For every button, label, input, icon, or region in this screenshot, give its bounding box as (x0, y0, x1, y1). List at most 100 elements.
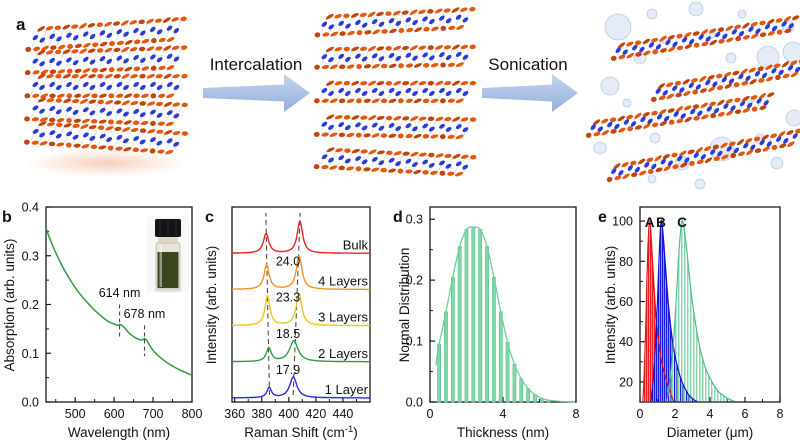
atom-orange (113, 47, 121, 53)
atom-orange (405, 63, 414, 68)
y-axis-title: Normal Distribution (397, 248, 412, 363)
atom-orange (73, 118, 82, 123)
atom-blue (395, 91, 402, 96)
atom-orange (116, 93, 124, 98)
atom-blue (123, 85, 129, 90)
atom-blue (55, 109, 62, 115)
atom-orange (351, 46, 360, 52)
atom-orange (703, 146, 712, 152)
atom-orange (718, 38, 725, 44)
atom-orange (675, 92, 682, 98)
atom-blue (411, 162, 418, 167)
atom-blue (116, 82, 123, 87)
atom-orange (158, 93, 166, 98)
atom-blue (428, 162, 435, 168)
atom-orange (440, 98, 446, 104)
atom-orange (313, 164, 320, 170)
atom-orange (699, 75, 707, 82)
atom-blue (149, 26, 156, 32)
atom-orange (54, 49, 62, 55)
atom-orange (121, 20, 129, 26)
atom-blue (705, 79, 711, 86)
atom-blue (632, 44, 638, 51)
atom-blue (122, 138, 129, 144)
atom-blue (133, 54, 139, 61)
atom-orange (66, 68, 73, 74)
y-tick-label: 60 (619, 295, 633, 309)
peak-wavelength-label: 614 nm (99, 286, 141, 300)
atom-blue (156, 57, 163, 63)
flake-slab (651, 59, 800, 102)
atom-orange (147, 101, 156, 106)
atom-orange (72, 123, 80, 129)
atom-orange (770, 133, 777, 139)
atom-blue (361, 159, 368, 165)
atom-orange (158, 65, 166, 71)
atom-blue (778, 69, 784, 76)
y-tick-label: 0.1 (406, 335, 423, 349)
atom-blue (422, 52, 429, 58)
atom-orange (401, 45, 410, 51)
atom-orange (380, 167, 387, 173)
atom-orange (79, 98, 89, 104)
atom-orange (658, 95, 666, 101)
atom-orange (105, 126, 114, 131)
atom-orange (62, 24, 71, 30)
atom-blue (634, 166, 641, 173)
atom-orange (720, 142, 728, 149)
atom-orange (360, 81, 368, 86)
atom-orange (113, 21, 121, 26)
atom-orange (367, 45, 376, 52)
x-tick-label: 500 (65, 407, 86, 421)
atom-orange (423, 62, 430, 68)
atom-orange (104, 47, 113, 53)
atom-orange (684, 32, 692, 38)
atom-orange (162, 17, 171, 23)
atom-orange (643, 123, 651, 129)
atom-orange (380, 98, 388, 104)
atom-orange (98, 119, 107, 124)
atom-orange (146, 73, 155, 79)
atom-orange (163, 101, 173, 107)
atom-orange (398, 98, 404, 104)
atom-orange (24, 93, 31, 99)
atom-orange (627, 126, 634, 132)
atom-orange (680, 162, 688, 168)
atom-orange (56, 122, 63, 128)
atom-blue (746, 102, 753, 109)
atom-orange (346, 64, 355, 69)
size-distribution-area-C (666, 220, 735, 402)
atom-blue (615, 47, 621, 53)
atom-blue (123, 111, 129, 117)
atom-blue (328, 57, 334, 63)
atom-blue (590, 124, 596, 130)
atom-orange (634, 112, 642, 119)
x-axis-title: Wavelength (nm) (68, 425, 170, 440)
atom-blue (439, 15, 445, 21)
crystal-slab (313, 114, 477, 140)
bubble (770, 156, 784, 170)
atom-orange (410, 151, 419, 157)
atom-orange (704, 157, 713, 164)
atom-blue (56, 60, 62, 66)
raman-trace-1-layer (232, 376, 370, 399)
atom-orange (701, 41, 709, 47)
atom-orange (88, 74, 96, 79)
atom-blue (722, 33, 728, 40)
bubble (622, 98, 632, 108)
intercalation-arrow (203, 74, 310, 112)
atom-blue (328, 24, 335, 30)
atom-blue (56, 36, 62, 42)
x-tick-label: 0 (637, 407, 644, 421)
atom-orange (57, 44, 66, 50)
atom-orange (753, 136, 761, 142)
atom-blue (378, 125, 385, 131)
atom-blue (462, 91, 469, 96)
atom-orange (751, 106, 758, 112)
atom-orange (158, 37, 166, 43)
atom-orange (689, 160, 695, 167)
atom-orange (138, 19, 145, 25)
atom-orange (451, 7, 460, 13)
size-distribution-area-B (650, 220, 697, 402)
atom-blue (89, 33, 96, 40)
